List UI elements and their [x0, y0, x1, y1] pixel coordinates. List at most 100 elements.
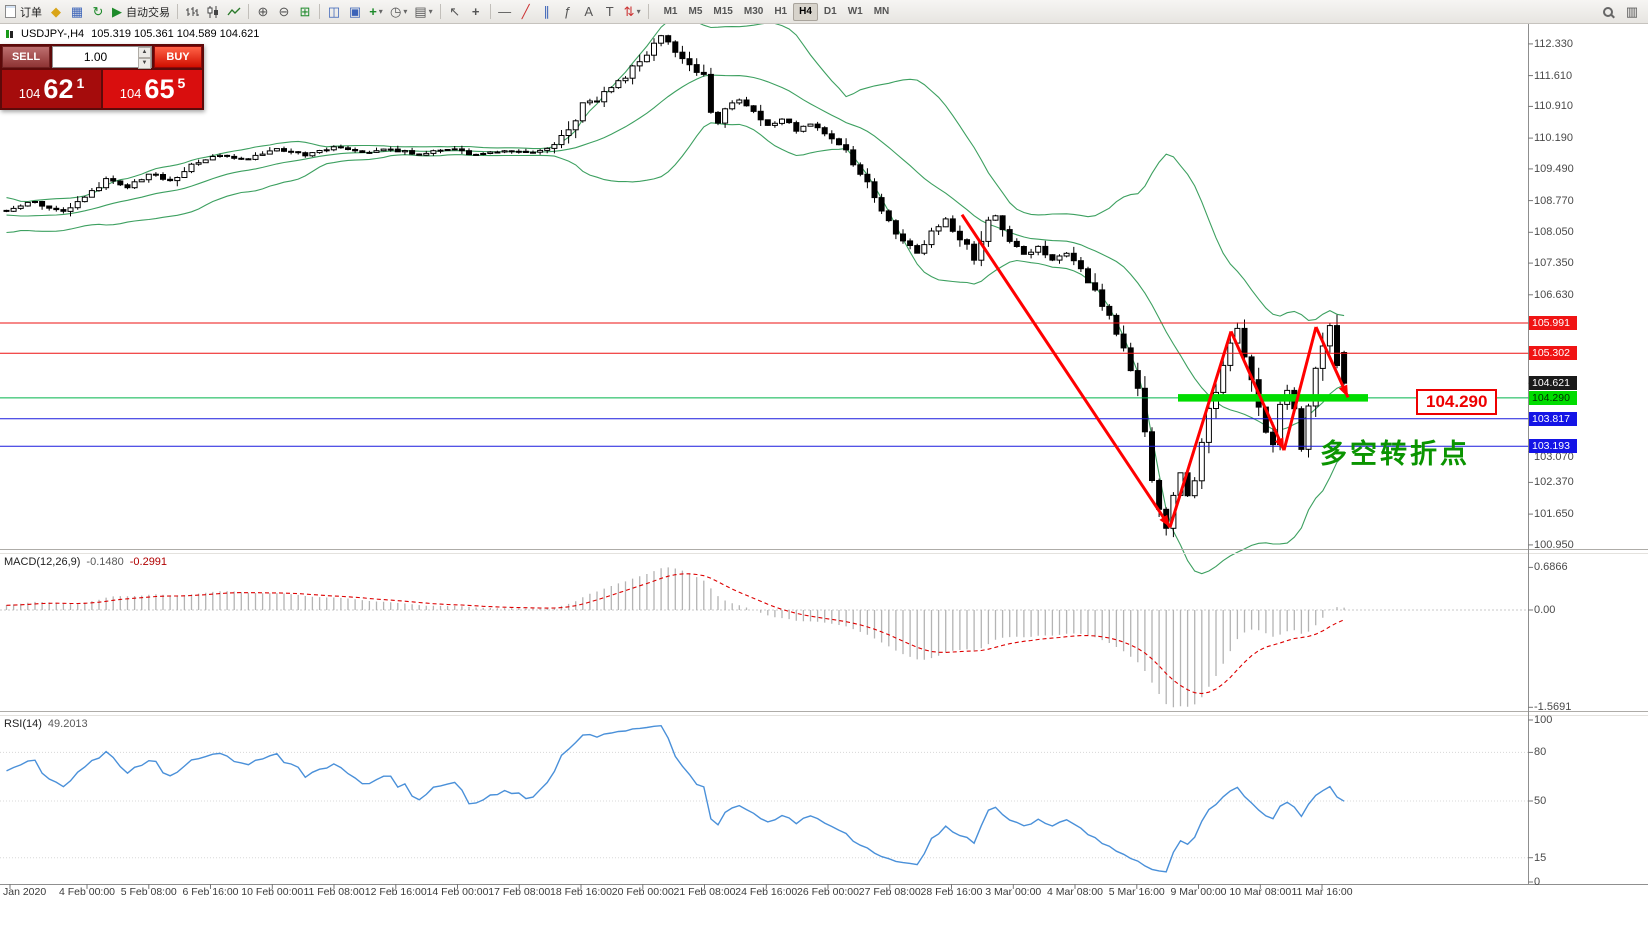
- buy-price-pipette: 5: [177, 74, 186, 91]
- toolbar-right-group: ▥: [1598, 2, 1646, 22]
- crosshair-icon: +: [471, 4, 480, 19]
- arrows-tool-icon: ⇅: [623, 4, 635, 19]
- buy-price-box[interactable]: 104 65 5: [103, 70, 202, 108]
- candlestick-chart-icon: [207, 5, 218, 18]
- cursor-icon: ↖: [449, 4, 461, 19]
- fibonacci-icon: ƒ: [564, 4, 572, 19]
- timeframe-toolbar: M1 M5 M15 M30 H1 H4 D1 W1 MN: [659, 2, 895, 21]
- turning-point-note[interactable]: 多空转折点: [1320, 439, 1470, 469]
- timeframe-m1[interactable]: M1: [663, 6, 678, 17]
- line-chart-button[interactable]: [224, 2, 244, 22]
- chart-icon: [5, 29, 14, 39]
- symbol-timeframe: USDJPY-,H4: [21, 28, 85, 40]
- horizontal-line-icon: —: [498, 4, 512, 19]
- toolbar-separator: [489, 4, 491, 19]
- sell-price-box[interactable]: 104 62 1: [2, 70, 101, 108]
- timeframe-mn[interactable]: MN: [873, 6, 890, 17]
- chart-title: USDJPY-,H4 105.319 105.361 104.589 104.6…: [5, 28, 259, 40]
- zoom-out-button[interactable]: ⊖: [274, 2, 294, 22]
- rsi-label: RSI(14) 49.2013: [4, 718, 88, 730]
- search-icon: [1603, 6, 1613, 17]
- text-button[interactable]: A: [579, 2, 599, 22]
- lot-size-input[interactable]: [53, 47, 138, 67]
- price-axis[interactable]: [1528, 24, 1648, 884]
- toolbar-separator: [647, 4, 649, 19]
- chevron-down-icon: ▾: [378, 7, 383, 16]
- macd-name: MACD(12,26,9): [4, 556, 81, 568]
- data-window-icon: ▥: [1625, 4, 1639, 19]
- refresh-button[interactable]: ↻: [88, 2, 108, 22]
- chevron-down-icon: ▾: [428, 7, 433, 16]
- metaeditor-icon: ◆: [51, 4, 61, 19]
- lot-size-control: ▲ ▼: [52, 46, 152, 69]
- terminal-button[interactable]: ▦: [67, 2, 87, 22]
- timeframe-m30[interactable]: M30: [743, 6, 764, 17]
- horizontal-line-button[interactable]: —: [495, 2, 515, 22]
- templates-button[interactable]: ▤ ▾: [411, 2, 435, 22]
- sell-price-figure: 104: [18, 86, 41, 101]
- zoom-in-icon: ⊕: [257, 4, 269, 19]
- chevron-down-icon: ▾: [636, 7, 641, 16]
- bar-chart-icon: [186, 6, 199, 16]
- toolbar-separator: [439, 4, 441, 19]
- timeframe-d1[interactable]: D1: [823, 6, 837, 17]
- time-axis[interactable]: [0, 884, 1528, 902]
- macd-signal-value: -0.2991: [129, 556, 168, 568]
- toolbar-separator: [319, 4, 320, 19]
- timeframe-m5[interactable]: M5: [688, 6, 703, 17]
- metaeditor-button[interactable]: ◆: [46, 2, 66, 22]
- buy-button[interactable]: BUY: [154, 46, 202, 68]
- timeframe-h4[interactable]: H4: [793, 2, 818, 21]
- lot-decrease-button[interactable]: ▼: [138, 58, 151, 69]
- timeframe-h1[interactable]: H1: [774, 6, 788, 17]
- price-level-callout[interactable]: 104.290: [1416, 389, 1498, 415]
- toolbar-separator: [248, 4, 249, 19]
- bar-chart-button[interactable]: [182, 2, 202, 22]
- text-icon: A: [584, 4, 593, 19]
- cursor-button[interactable]: ↖: [445, 2, 465, 22]
- text-label-button[interactable]: T: [600, 2, 620, 22]
- text-label-icon: T: [605, 4, 614, 19]
- arrows-tool-button[interactable]: ⇅ ▾: [621, 2, 644, 22]
- fibonacci-button[interactable]: ƒ: [558, 2, 578, 22]
- macd-main-value: -0.1480: [86, 556, 124, 568]
- channel-icon: ∥: [543, 4, 550, 19]
- timeframe-w1[interactable]: W1: [847, 6, 863, 17]
- candlestick-chart-button[interactable]: [203, 2, 223, 22]
- crosshair-button[interactable]: +: [466, 2, 486, 22]
- rsi-value: 49.2013: [47, 718, 88, 730]
- zoom-in-button[interactable]: ⊕: [253, 2, 273, 22]
- rsi-name: RSI(14): [4, 718, 42, 730]
- add-indicator-button[interactable]: + ▾: [366, 2, 386, 22]
- buy-price-pips: 65: [144, 74, 175, 104]
- grid-button[interactable]: ⊞: [295, 2, 315, 22]
- sell-button[interactable]: SELL: [2, 46, 50, 68]
- trendline-icon: ╱: [521, 4, 530, 19]
- main-toolbar: 订单 ◆ ▦ ↻ ▶ 自动交易 ⊕ ⊖ ⊞ ◫ ▣ + ▾ ◷ ▾: [0, 0, 1648, 24]
- data-window-button[interactable]: ▥: [1622, 2, 1642, 22]
- terminal-icon: ▦: [70, 4, 84, 19]
- new-order-button[interactable]: 订单: [2, 2, 45, 22]
- add-indicator-icon: +: [369, 4, 377, 19]
- cascade-windows-icon: ▣: [348, 4, 362, 19]
- periods-button[interactable]: ◷ ▾: [387, 2, 410, 22]
- cascade-windows-button[interactable]: ▣: [345, 2, 365, 22]
- clock-icon: ◷: [390, 4, 402, 19]
- line-chart-icon: [227, 7, 241, 15]
- toolbar-separator: [177, 4, 178, 19]
- timeframe-m15[interactable]: M15: [713, 6, 733, 17]
- trendline-button[interactable]: ╱: [516, 2, 536, 22]
- channel-button[interactable]: ∥: [537, 2, 557, 22]
- autotrading-button[interactable]: ▶ 自动交易: [109, 2, 173, 22]
- ohlc-quote: 105.319 105.361 104.589 104.621: [91, 28, 260, 40]
- search-button[interactable]: [1598, 2, 1618, 22]
- autotrading-label: 自动交易: [126, 6, 170, 19]
- macd-label: MACD(12,26,9) -0.1480 -0.2991: [4, 556, 167, 568]
- lot-increase-button[interactable]: ▲: [138, 47, 151, 58]
- tile-windows-button[interactable]: ◫: [324, 2, 344, 22]
- sell-price-pips: 62: [43, 74, 74, 104]
- grid-icon: ⊞: [299, 4, 311, 19]
- template-icon: ▤: [414, 4, 427, 19]
